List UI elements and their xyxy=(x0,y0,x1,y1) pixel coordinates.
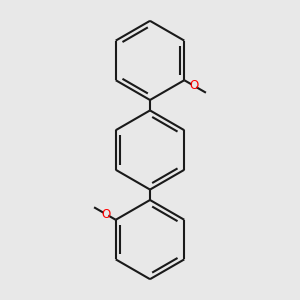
Text: O: O xyxy=(101,208,111,221)
Text: O: O xyxy=(189,79,199,92)
